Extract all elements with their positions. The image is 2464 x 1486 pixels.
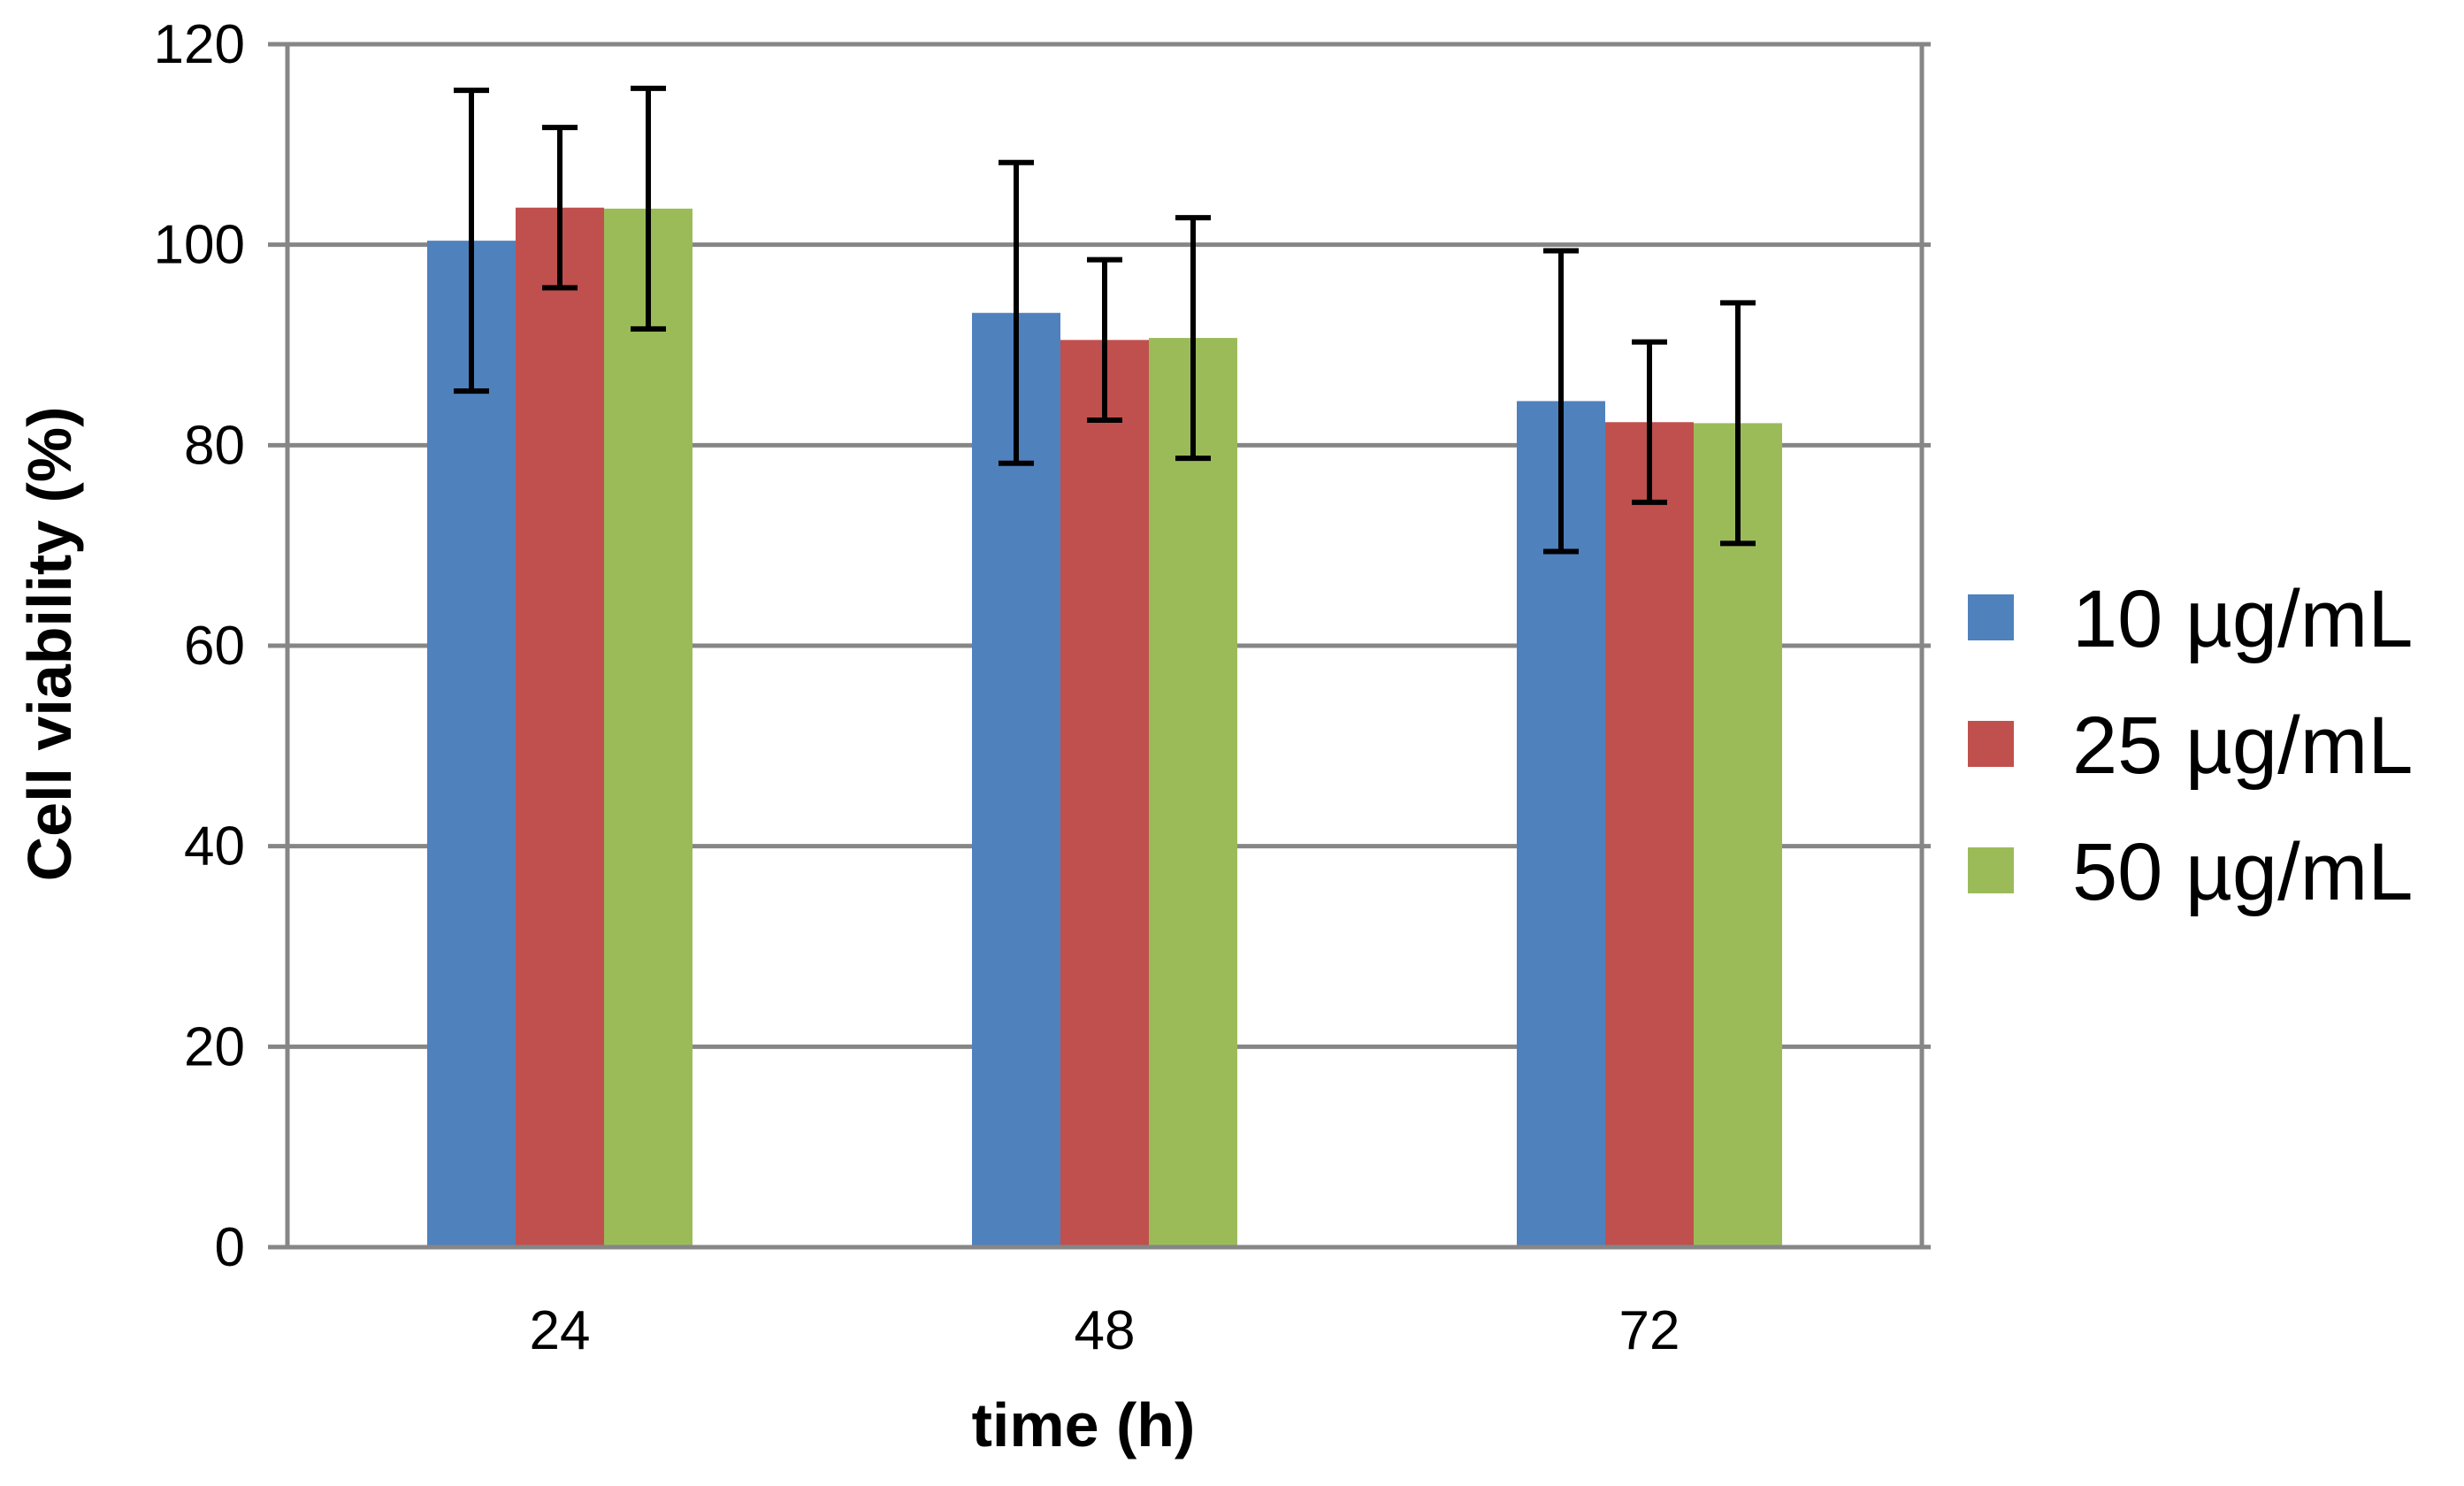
y-tick-label-60: 60: [184, 616, 245, 677]
legend-item-2: 25 µg/mL: [1968, 701, 2413, 791]
y-axis-title: Cell viability (%): [15, 407, 84, 882]
error-bar-3-24: [631, 85, 666, 332]
legend-swatch-2: [1968, 721, 2014, 767]
legend-label-1: 10 µg/mL: [2072, 574, 2413, 664]
error-bar-1-24: [454, 88, 489, 394]
error-bar-3-48: [1175, 215, 1211, 462]
bar-2-72: [1605, 422, 1694, 1247]
legend-swatch-1: [1968, 594, 2014, 640]
bar-1-24: [427, 241, 516, 1248]
x-tick-label-24: 24: [530, 1300, 591, 1361]
bar-3-48: [1149, 338, 1237, 1248]
y-tick-label-100: 100: [154, 215, 245, 276]
error-bar-1-72: [1543, 248, 1579, 555]
y-tick-label-0: 0: [215, 1217, 245, 1278]
error-bar-1-48: [999, 159, 1034, 466]
y-tick-labels: 0 20 40 60 80 100 120: [154, 14, 245, 1278]
error-bars: [454, 85, 1756, 555]
y-tick-label-80: 80: [184, 415, 245, 476]
legend-label-2: 25 µg/mL: [2072, 701, 2413, 791]
bar-1-48: [972, 312, 1060, 1247]
legend-label-3: 50 µg/mL: [2072, 827, 2413, 917]
error-bar-2-72: [1632, 339, 1667, 505]
legend: 10 µg/mL 25 µg/mL 50 µg/mL: [1968, 574, 2413, 917]
bars: [427, 207, 1782, 1248]
y-tick-label-40: 40: [184, 816, 245, 877]
legend-swatch-3: [1968, 847, 2014, 893]
error-bar-3-72: [1720, 300, 1756, 547]
x-tick-label-72: 72: [1619, 1300, 1680, 1361]
x-tick-label-48: 48: [1075, 1300, 1136, 1361]
bar-2-24: [516, 207, 604, 1247]
axes: [268, 44, 1931, 1250]
error-bar-2-48: [1087, 257, 1122, 423]
y-tick-label-120: 120: [154, 14, 245, 75]
x-tick-labels: 24 48 72: [530, 1300, 1680, 1361]
bar-2-48: [1060, 340, 1149, 1247]
y-tick-label-20: 20: [184, 1016, 245, 1077]
bar-3-72: [1694, 423, 1782, 1247]
x-axis-title: time (h): [972, 1390, 1196, 1459]
legend-item-3: 50 µg/mL: [1968, 827, 2413, 917]
bar-3-24: [604, 208, 693, 1247]
error-bar-2-24: [542, 125, 578, 291]
legend-item-1: 10 µg/mL: [1968, 574, 2413, 664]
